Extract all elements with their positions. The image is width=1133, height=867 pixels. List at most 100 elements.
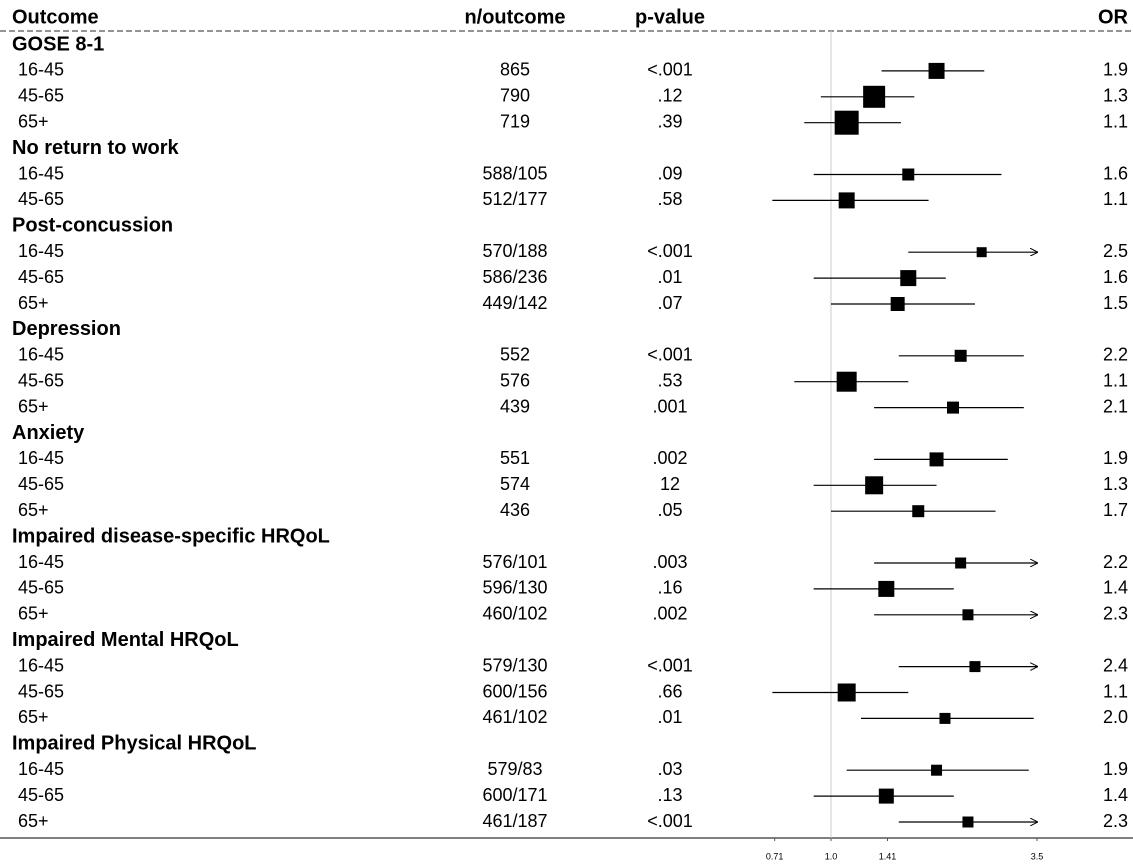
or-label: 1.9 <box>1103 759 1128 779</box>
or-label: 2.0 <box>1103 707 1128 727</box>
estimate-square <box>878 580 895 597</box>
row-label: 16-45 <box>18 759 64 779</box>
estimate-square <box>929 452 944 467</box>
n-outcome: 570/188 <box>482 241 547 261</box>
n-outcome: 790 <box>500 86 530 106</box>
x-tick-label: 0.71 <box>766 851 784 861</box>
header-p: p-value <box>635 6 705 28</box>
row-label: 45-65 <box>18 189 64 209</box>
n-outcome: 600/156 <box>482 681 547 701</box>
group-label: Impaired disease-specific HRQoL <box>12 525 330 547</box>
p-value: .05 <box>657 500 682 520</box>
n-outcome: 596/130 <box>482 578 547 598</box>
row-label: 45-65 <box>18 474 64 494</box>
estimate-square <box>969 661 981 673</box>
n-outcome: 588/105 <box>482 163 547 183</box>
row-label: 45-65 <box>18 370 64 390</box>
n-outcome: 600/171 <box>482 785 547 805</box>
estimate-square <box>962 609 974 621</box>
or-label: 1.5 <box>1103 293 1128 313</box>
n-outcome: 512/177 <box>482 189 547 209</box>
row-label: 45-65 <box>18 785 64 805</box>
or-label: 1.1 <box>1103 111 1128 131</box>
row-label: 16-45 <box>18 60 64 80</box>
row-label: 65+ <box>18 707 49 727</box>
row-label: 65+ <box>18 811 49 831</box>
group-label: Anxiety <box>12 422 85 444</box>
n-outcome: 579/83 <box>487 759 542 779</box>
row-label: 45-65 <box>18 267 64 287</box>
x-tick-label: 3.5 <box>1031 851 1044 861</box>
estimate-square <box>928 62 945 79</box>
n-outcome: 449/142 <box>482 293 547 313</box>
or-label: 1.7 <box>1103 500 1128 520</box>
p-value: <.001 <box>647 345 693 365</box>
row-label: 16-45 <box>18 241 64 261</box>
group-label: No return to work <box>12 137 180 159</box>
header-n: n/outcome <box>464 6 565 28</box>
p-value: .03 <box>657 759 682 779</box>
estimate-square <box>912 505 925 518</box>
row-label: 65+ <box>18 293 49 313</box>
p-value: .39 <box>657 111 682 131</box>
x-tick-label: 1.0 <box>825 851 838 861</box>
p-value: 12 <box>660 474 680 494</box>
or-label: 1.4 <box>1103 578 1128 598</box>
estimate-square <box>837 683 856 702</box>
estimate-square <box>955 557 967 569</box>
p-value: .66 <box>657 681 682 701</box>
p-value: .53 <box>657 370 682 390</box>
estimate-square <box>954 349 967 362</box>
n-outcome: 460/102 <box>482 604 547 624</box>
n-outcome: 552 <box>500 345 530 365</box>
group-label: Impaired Mental HRQoL <box>12 629 239 651</box>
group-label: Impaired Physical HRQoL <box>12 733 257 755</box>
or-label: 2.2 <box>1103 345 1128 365</box>
row-label: 45-65 <box>18 578 64 598</box>
or-label: 1.9 <box>1103 448 1128 468</box>
or-label: 2.2 <box>1103 552 1128 572</box>
row-label: 65+ <box>18 111 49 131</box>
or-label: 1.6 <box>1103 163 1128 183</box>
estimate-square <box>878 788 894 804</box>
n-outcome: 461/187 <box>482 811 547 831</box>
n-outcome: 439 <box>500 396 530 416</box>
row-label: 65+ <box>18 604 49 624</box>
or-label: 2.3 <box>1103 811 1128 831</box>
estimate-square <box>834 110 859 135</box>
or-label: 2.1 <box>1103 396 1128 416</box>
p-value: .07 <box>657 293 682 313</box>
or-label: 1.6 <box>1103 267 1128 287</box>
estimate-square <box>900 270 917 287</box>
estimate-square <box>836 371 857 392</box>
p-value: <.001 <box>647 811 693 831</box>
group-label: GOSE 8-1 <box>12 33 104 55</box>
p-value: <.001 <box>647 655 693 675</box>
n-outcome: 865 <box>500 60 530 80</box>
estimate-square <box>947 401 960 414</box>
header-or: OR <box>1098 6 1129 28</box>
or-label: 2.5 <box>1103 241 1128 261</box>
or-label: 1.1 <box>1103 681 1128 701</box>
row-label: 16-45 <box>18 448 64 468</box>
p-value: .13 <box>657 785 682 805</box>
n-outcome: 551 <box>500 448 530 468</box>
p-value: .58 <box>657 189 682 209</box>
p-value: .002 <box>652 448 687 468</box>
n-outcome: 576/101 <box>482 552 547 572</box>
p-value: <.001 <box>647 60 693 80</box>
row-label: 45-65 <box>18 681 64 701</box>
p-value: .002 <box>652 604 687 624</box>
or-label: 1.1 <box>1103 189 1128 209</box>
p-value: .12 <box>657 86 682 106</box>
row-label: 16-45 <box>18 552 64 572</box>
or-label: 2.4 <box>1103 655 1128 675</box>
group-label: Post-concussion <box>12 215 173 237</box>
row-label: 16-45 <box>18 345 64 365</box>
n-outcome: 574 <box>500 474 530 494</box>
estimate-square <box>939 712 951 724</box>
row-label: 65+ <box>18 396 49 416</box>
estimate-square <box>838 192 855 209</box>
or-label: 1.3 <box>1103 86 1128 106</box>
